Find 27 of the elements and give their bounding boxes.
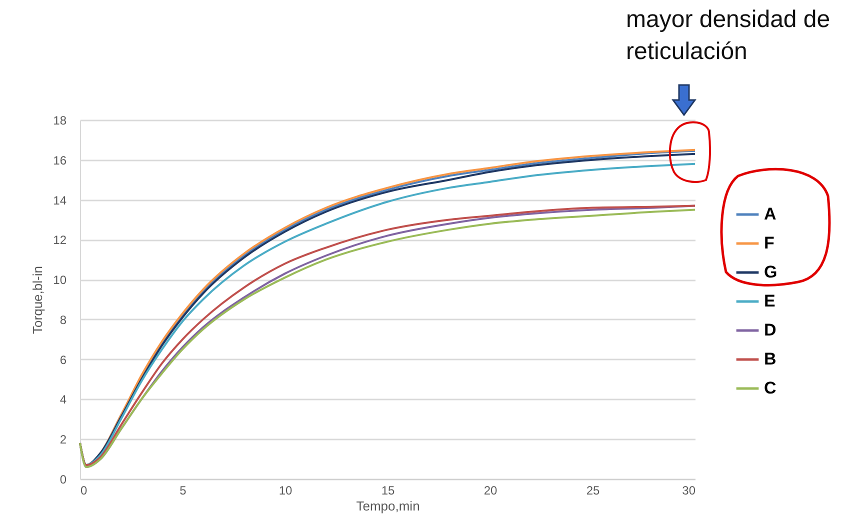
y-axis-title: Torque,bl-in (30, 266, 46, 334)
x-tick-label: 5 (180, 484, 187, 498)
legend-label: G (764, 262, 778, 282)
legend-label: B (764, 350, 776, 368)
legend-label: A (764, 204, 776, 224)
text: mayor densidad de reticulación (626, 5, 831, 67)
x-tick-label: 20 (484, 484, 498, 498)
y-tick-label: 6 (60, 352, 67, 367)
y-tick-label: 18 (53, 114, 67, 128)
y-tick-label: 8 (60, 312, 67, 327)
legend-label: F (764, 234, 774, 252)
x-tick-label: 10 (278, 484, 292, 498)
x-tick-label: 25 (586, 484, 600, 498)
x-tick-label: 0 (80, 484, 88, 498)
legend-label: E (764, 292, 776, 310)
y-tick-label: 10 (53, 273, 67, 288)
y-tick-label: 2 (60, 432, 67, 447)
legend-label: D (764, 320, 776, 340)
legend-label: C (764, 378, 776, 398)
x-tick-label: 15 (381, 484, 395, 498)
y-tick-label: 0 (60, 472, 67, 486)
y-tick-label: 12 (53, 233, 67, 248)
x-tick-label: 30 (682, 484, 696, 498)
y-tick-label: 16 (53, 153, 67, 168)
x-axis-title: Tempo,min (356, 498, 420, 514)
y-tick-label: 14 (53, 193, 67, 208)
y-tick-label: 4 (60, 392, 67, 407)
